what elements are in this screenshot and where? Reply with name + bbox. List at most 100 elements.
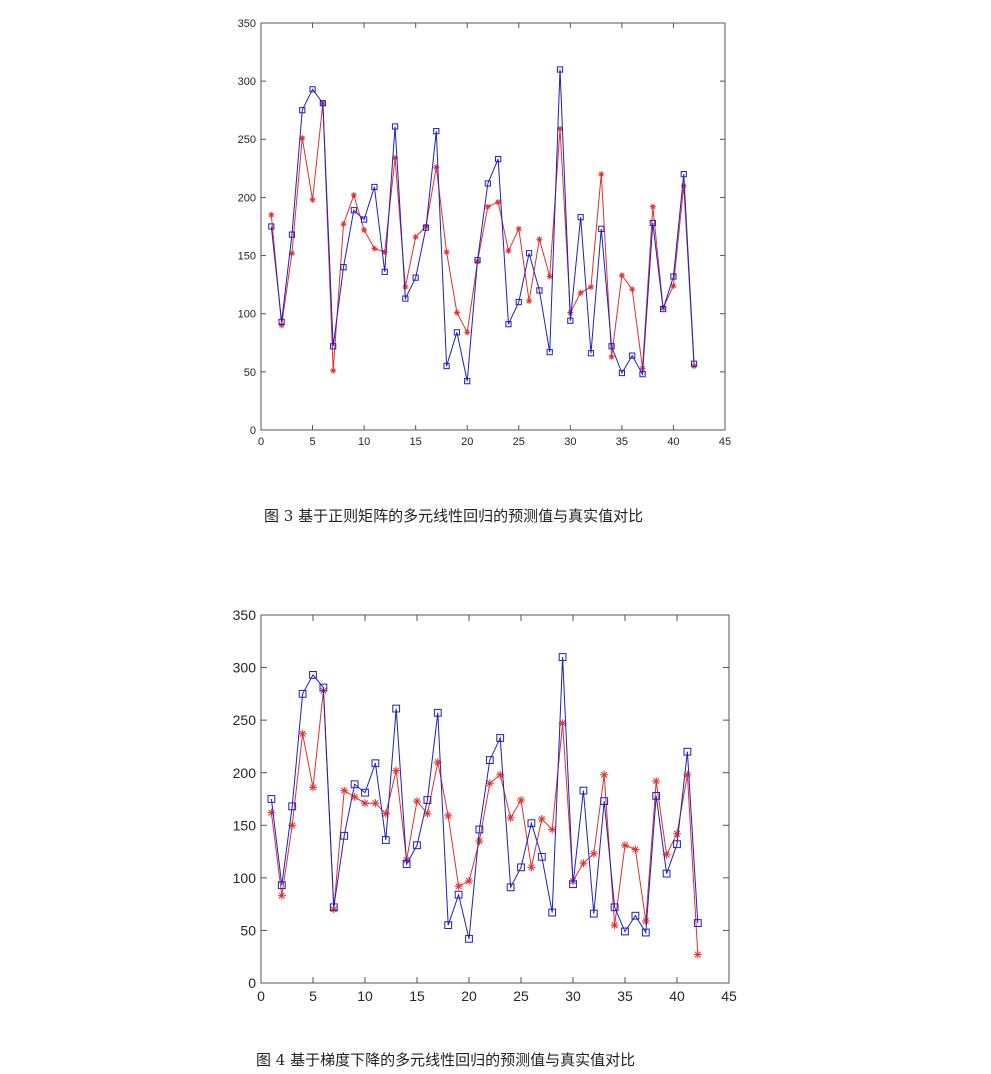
data-point <box>496 734 505 742</box>
data-point <box>361 799 369 808</box>
data-point <box>340 831 349 840</box>
data-point <box>515 298 522 306</box>
data-point <box>329 903 338 912</box>
series-true <box>267 653 702 943</box>
data-point <box>649 219 656 227</box>
data-point <box>309 671 317 679</box>
data-point <box>680 171 687 178</box>
x-tick-label: 10 <box>357 988 373 1004</box>
data-point <box>546 348 553 356</box>
data-point <box>495 155 502 163</box>
data-point <box>618 369 625 377</box>
data-point <box>577 214 584 221</box>
data-point <box>631 911 640 920</box>
data-point <box>485 779 494 788</box>
data-point <box>413 841 421 850</box>
series-true <box>268 66 698 385</box>
data-point <box>453 309 460 316</box>
x-tick-label: 45 <box>721 988 737 1004</box>
data-point <box>433 708 442 717</box>
data-point <box>683 747 692 756</box>
data-point <box>526 297 533 304</box>
data-point <box>589 909 598 918</box>
data-point <box>309 783 317 792</box>
axes: 0 5 10 15 20 25 30 35 40 45 0 50 100 150 200 250 300 350 <box>233 607 737 1004</box>
y-tick-label: 100 <box>238 309 256 321</box>
data-point <box>558 653 567 661</box>
x-tick-label: 0 <box>258 436 264 448</box>
y-tick-label: 350 <box>238 18 256 30</box>
data-point <box>673 840 681 849</box>
data-point <box>371 799 380 808</box>
data-point <box>433 128 440 135</box>
data-point <box>443 362 450 370</box>
plot-area <box>260 22 726 431</box>
data-point <box>392 704 401 713</box>
y-tick-label: 50 <box>244 367 256 379</box>
data-point <box>267 808 276 817</box>
data-point <box>392 766 401 775</box>
figure-4-caption: 图 4 基于梯度下降的多元线性回归的预测值与真实值对比 <box>256 1051 636 1069</box>
figure-4: 0 5 10 15 20 25 30 35 40 45 0 50 100 150 200 250 300 350 <box>225 600 745 1020</box>
data-point <box>546 273 553 280</box>
data-point <box>350 207 357 214</box>
data-point <box>652 791 661 800</box>
data-point <box>556 66 564 73</box>
data-point <box>527 819 536 828</box>
data-point <box>465 877 473 886</box>
data-point <box>465 934 473 943</box>
data-point <box>577 289 584 296</box>
y-tick-label: 0 <box>250 425 256 437</box>
data-point <box>517 863 525 872</box>
data-point <box>371 759 380 768</box>
data-point <box>444 921 453 930</box>
data-point <box>464 329 471 336</box>
y-tick-label: 100 <box>233 870 257 886</box>
data-point <box>402 283 409 290</box>
y-tick-label: 150 <box>238 251 256 263</box>
data-point <box>608 353 615 360</box>
data-point <box>505 321 512 328</box>
data-point <box>412 233 419 240</box>
data-point <box>319 100 326 107</box>
data-point <box>298 729 307 738</box>
data-point <box>600 797 609 806</box>
figure-3-caption: 图 3 基于正则矩阵的多元线性回归的预测值与真实值对比 <box>264 507 644 525</box>
data-point <box>629 352 636 359</box>
data-point <box>319 683 328 692</box>
data-point <box>517 796 525 805</box>
data-point <box>453 329 461 336</box>
data-point <box>361 216 368 223</box>
data-point <box>412 274 419 281</box>
data-point <box>537 814 546 823</box>
data-point <box>608 343 615 350</box>
data-point <box>268 223 275 230</box>
data-point <box>278 318 285 325</box>
data-point <box>340 786 349 795</box>
data-point <box>567 317 574 324</box>
data-point <box>589 849 598 858</box>
data-point <box>693 950 702 959</box>
data-point <box>536 287 543 294</box>
data-point <box>660 305 667 313</box>
data-point <box>610 921 619 930</box>
data-point <box>454 882 463 891</box>
data-point <box>641 928 650 937</box>
data-point <box>330 343 337 350</box>
x-tick-label: 20 <box>461 988 477 1004</box>
data-point <box>267 795 276 803</box>
data-point <box>515 225 522 232</box>
data-point <box>484 203 491 210</box>
data-point <box>422 224 430 231</box>
data-point <box>340 221 347 228</box>
data-point <box>278 322 285 329</box>
data-point <box>268 211 275 218</box>
data-point <box>381 268 388 275</box>
y-tick-label: 150 <box>233 817 257 833</box>
data-point <box>485 756 494 764</box>
data-point <box>475 825 484 834</box>
y-tick-label: 350 <box>233 607 257 623</box>
x-tick-label: 25 <box>513 436 525 448</box>
data-point <box>423 796 432 804</box>
data-point <box>484 180 491 187</box>
